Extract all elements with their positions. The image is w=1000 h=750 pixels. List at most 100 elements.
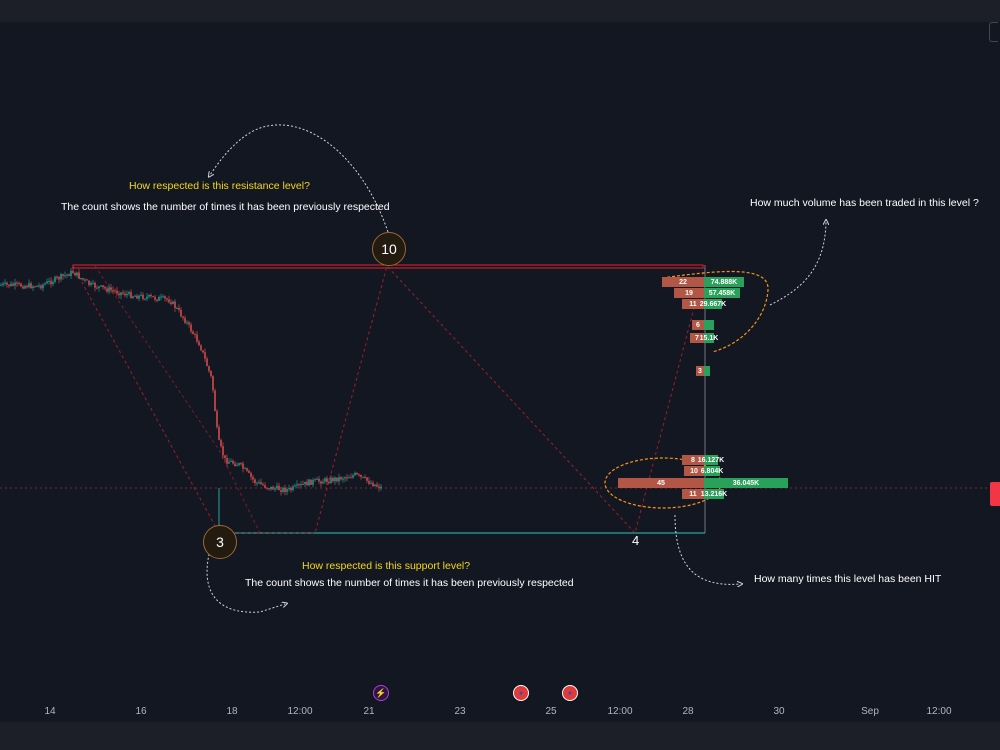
candle-body	[8, 284, 10, 287]
candle-body	[230, 460, 232, 462]
us-flag-icon[interactable]: ●	[513, 685, 529, 701]
x-tick: 12:00	[926, 706, 952, 717]
candle-body	[310, 479, 312, 485]
volume-sell-bar: 45	[618, 478, 704, 488]
candle-body	[358, 474, 360, 476]
candle-body	[114, 290, 116, 292]
candle-body	[266, 487, 268, 489]
candle-body	[246, 468, 248, 471]
candle-body	[292, 486, 294, 491]
candle-body	[10, 283, 12, 287]
candle-body	[0, 284, 2, 286]
candle-body	[228, 461, 230, 464]
volume-sell-bar: 8	[682, 455, 704, 465]
candle-body	[124, 293, 126, 296]
candle-body	[314, 479, 316, 481]
x-tick: 23	[454, 706, 466, 717]
candle-body	[304, 481, 306, 485]
candle-body	[186, 322, 188, 324]
candle-body	[340, 477, 342, 480]
candle-body	[298, 484, 300, 486]
candle-body	[166, 298, 168, 300]
candle-body	[242, 463, 244, 469]
candle-body	[306, 481, 308, 486]
panel-toggle[interactable]	[989, 22, 998, 42]
candle-body	[184, 317, 186, 323]
candle-body	[94, 282, 96, 288]
candle-body	[76, 272, 78, 276]
x-tick: 12:00	[287, 706, 313, 717]
candle-body	[122, 292, 124, 294]
candle-body	[366, 477, 368, 481]
candle-body	[136, 295, 138, 299]
candle-body	[24, 285, 26, 289]
candle-body	[20, 283, 22, 287]
candle-body	[16, 282, 18, 284]
candle-body	[320, 481, 322, 484]
candle-body	[224, 455, 226, 459]
candle-body	[200, 345, 202, 351]
candle-body	[198, 341, 200, 346]
volume-buy-bar	[704, 366, 710, 376]
candle-body	[54, 276, 56, 282]
candle-body	[2, 283, 4, 285]
candle-body	[152, 296, 154, 298]
candle-body	[188, 322, 190, 325]
candle-body	[196, 334, 198, 342]
resistance-question: How respected is this resistance level?	[129, 180, 310, 192]
candle-body	[208, 366, 210, 372]
candle-body	[66, 274, 68, 276]
candle-body	[206, 358, 208, 367]
volume-buy-bar: 57.458K	[704, 288, 740, 298]
candle-body	[294, 485, 296, 487]
candle-body	[250, 472, 252, 477]
candle-body	[50, 280, 52, 285]
candle-body	[140, 294, 142, 296]
candle-body	[60, 274, 62, 280]
candle-body	[46, 281, 48, 284]
resistance-count-badge: 10	[372, 232, 406, 266]
candle-body	[290, 487, 292, 491]
volume-buy-bar: 36.045K	[704, 478, 788, 488]
candle-body	[232, 460, 234, 464]
candle-body	[270, 486, 272, 490]
candle-body	[22, 286, 24, 289]
candle-body	[288, 487, 290, 490]
x-tick: Sep	[861, 706, 879, 717]
volume-buy-bar: 16.127K	[697, 455, 725, 465]
candle-body	[110, 287, 112, 291]
candles	[0, 267, 382, 496]
candle-body	[170, 302, 172, 305]
volume-highlight-top	[661, 270, 769, 353]
candle-body	[80, 278, 82, 280]
candle-body	[330, 477, 332, 483]
candle-body	[98, 286, 100, 289]
candle-body	[364, 476, 366, 478]
resistance-count-text: The count shows the number of times it h…	[61, 201, 390, 213]
candle-body	[154, 296, 156, 300]
candle-body	[280, 490, 282, 492]
us-flag-icon[interactable]: ●	[562, 685, 578, 701]
candle-body	[220, 439, 222, 447]
x-tick: 16	[135, 706, 147, 717]
x-tick: 12:00	[607, 706, 633, 717]
volume-buy-bar	[704, 320, 714, 330]
x-tick: 25	[545, 706, 557, 717]
candle-body	[216, 410, 218, 428]
candle-body	[158, 296, 160, 301]
support-hit-label: 4	[632, 533, 640, 548]
candle-body	[160, 296, 162, 298]
candle-body	[356, 472, 358, 475]
candle-body	[338, 477, 340, 482]
candle-body	[84, 279, 86, 281]
x-tick: 14	[44, 706, 56, 717]
candle-body	[276, 485, 278, 489]
candle-body	[180, 309, 182, 317]
volume-buy-bar: 74.888K	[704, 277, 744, 287]
hits-arrow	[674, 514, 740, 584]
candle-body	[284, 487, 286, 492]
candle-body	[4, 282, 6, 284]
candle-body	[162, 296, 164, 298]
lightning-icon[interactable]: ⚡	[373, 685, 389, 701]
